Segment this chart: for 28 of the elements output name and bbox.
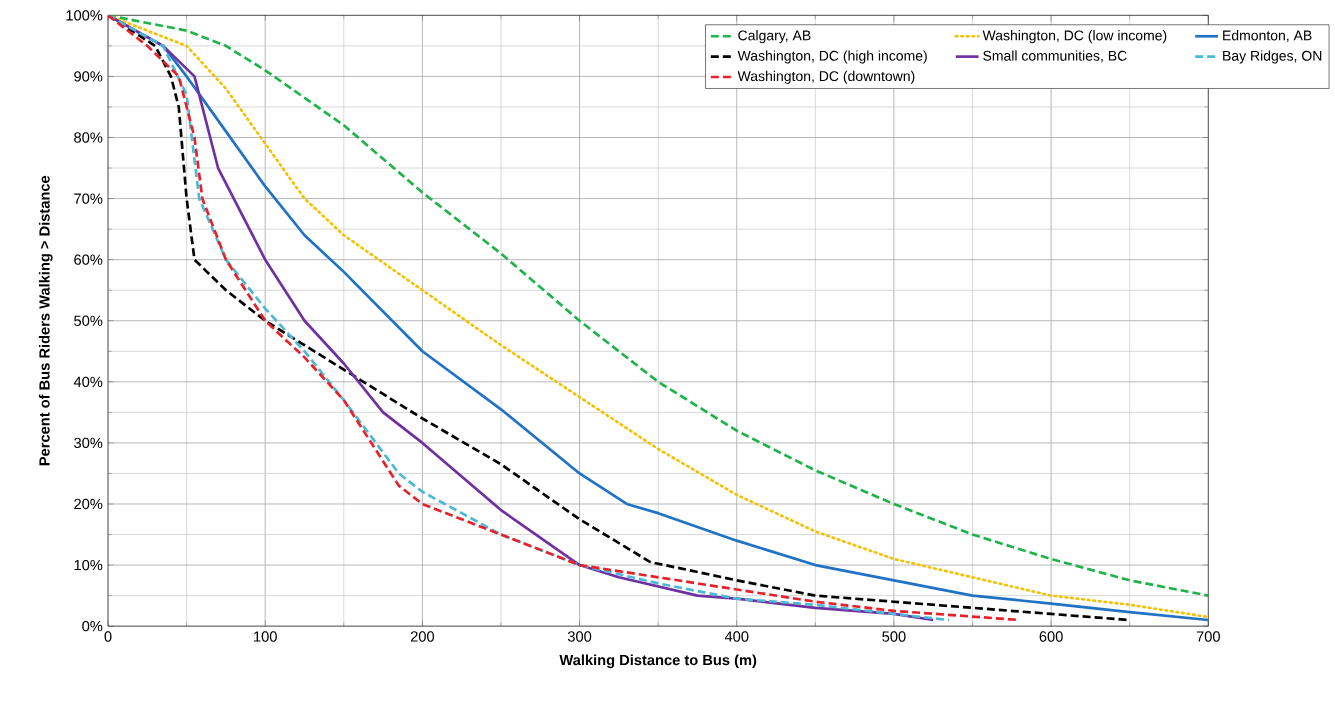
y-tick-label: 30% (74, 437, 103, 449)
x-tick-label: 300 (567, 631, 592, 642)
y-tick-label: 10% (74, 559, 103, 571)
x-tick-label: 0 (104, 631, 112, 642)
x-tick-label: 100 (254, 631, 277, 642)
legend-label: Bay Ridges, ON (1223, 50, 1322, 64)
x-tick-label: 700 (1196, 631, 1220, 642)
y-tick-label: 20% (74, 498, 103, 510)
x-tick-label: 200 (410, 631, 435, 642)
x-axis-title: Walking Distance to Bus (m) (559, 654, 757, 669)
legend-label: Washington, DC (low income) (982, 30, 1167, 44)
y-tick-label: 70% (74, 193, 103, 204)
y-tick-label: 50% (74, 315, 103, 326)
legend-label: Calgary, AB (738, 30, 811, 44)
y-tick-label: 90% (74, 71, 103, 82)
y-tick-label: 100% (66, 10, 103, 21)
y-axis-title: Percent of Bus Riders Walking > Distance (38, 175, 53, 466)
x-tick-label: 400 (724, 631, 749, 642)
legend-label: Washington, DC (downtown) (737, 70, 915, 84)
x-tick-label: 600 (1039, 631, 1063, 642)
x-tick-label: 500 (882, 631, 906, 642)
legend-label: Washington, DC (high income) (737, 50, 927, 64)
y-tick-label: 40% (73, 376, 103, 387)
legend-label: Small communities, BC (983, 50, 1127, 63)
legend-label: Edmonton, AB (1223, 30, 1312, 42)
y-tick-label: 0% (82, 620, 103, 632)
y-tick-label: 80% (74, 132, 103, 143)
y-tick-label: 60% (74, 254, 103, 265)
